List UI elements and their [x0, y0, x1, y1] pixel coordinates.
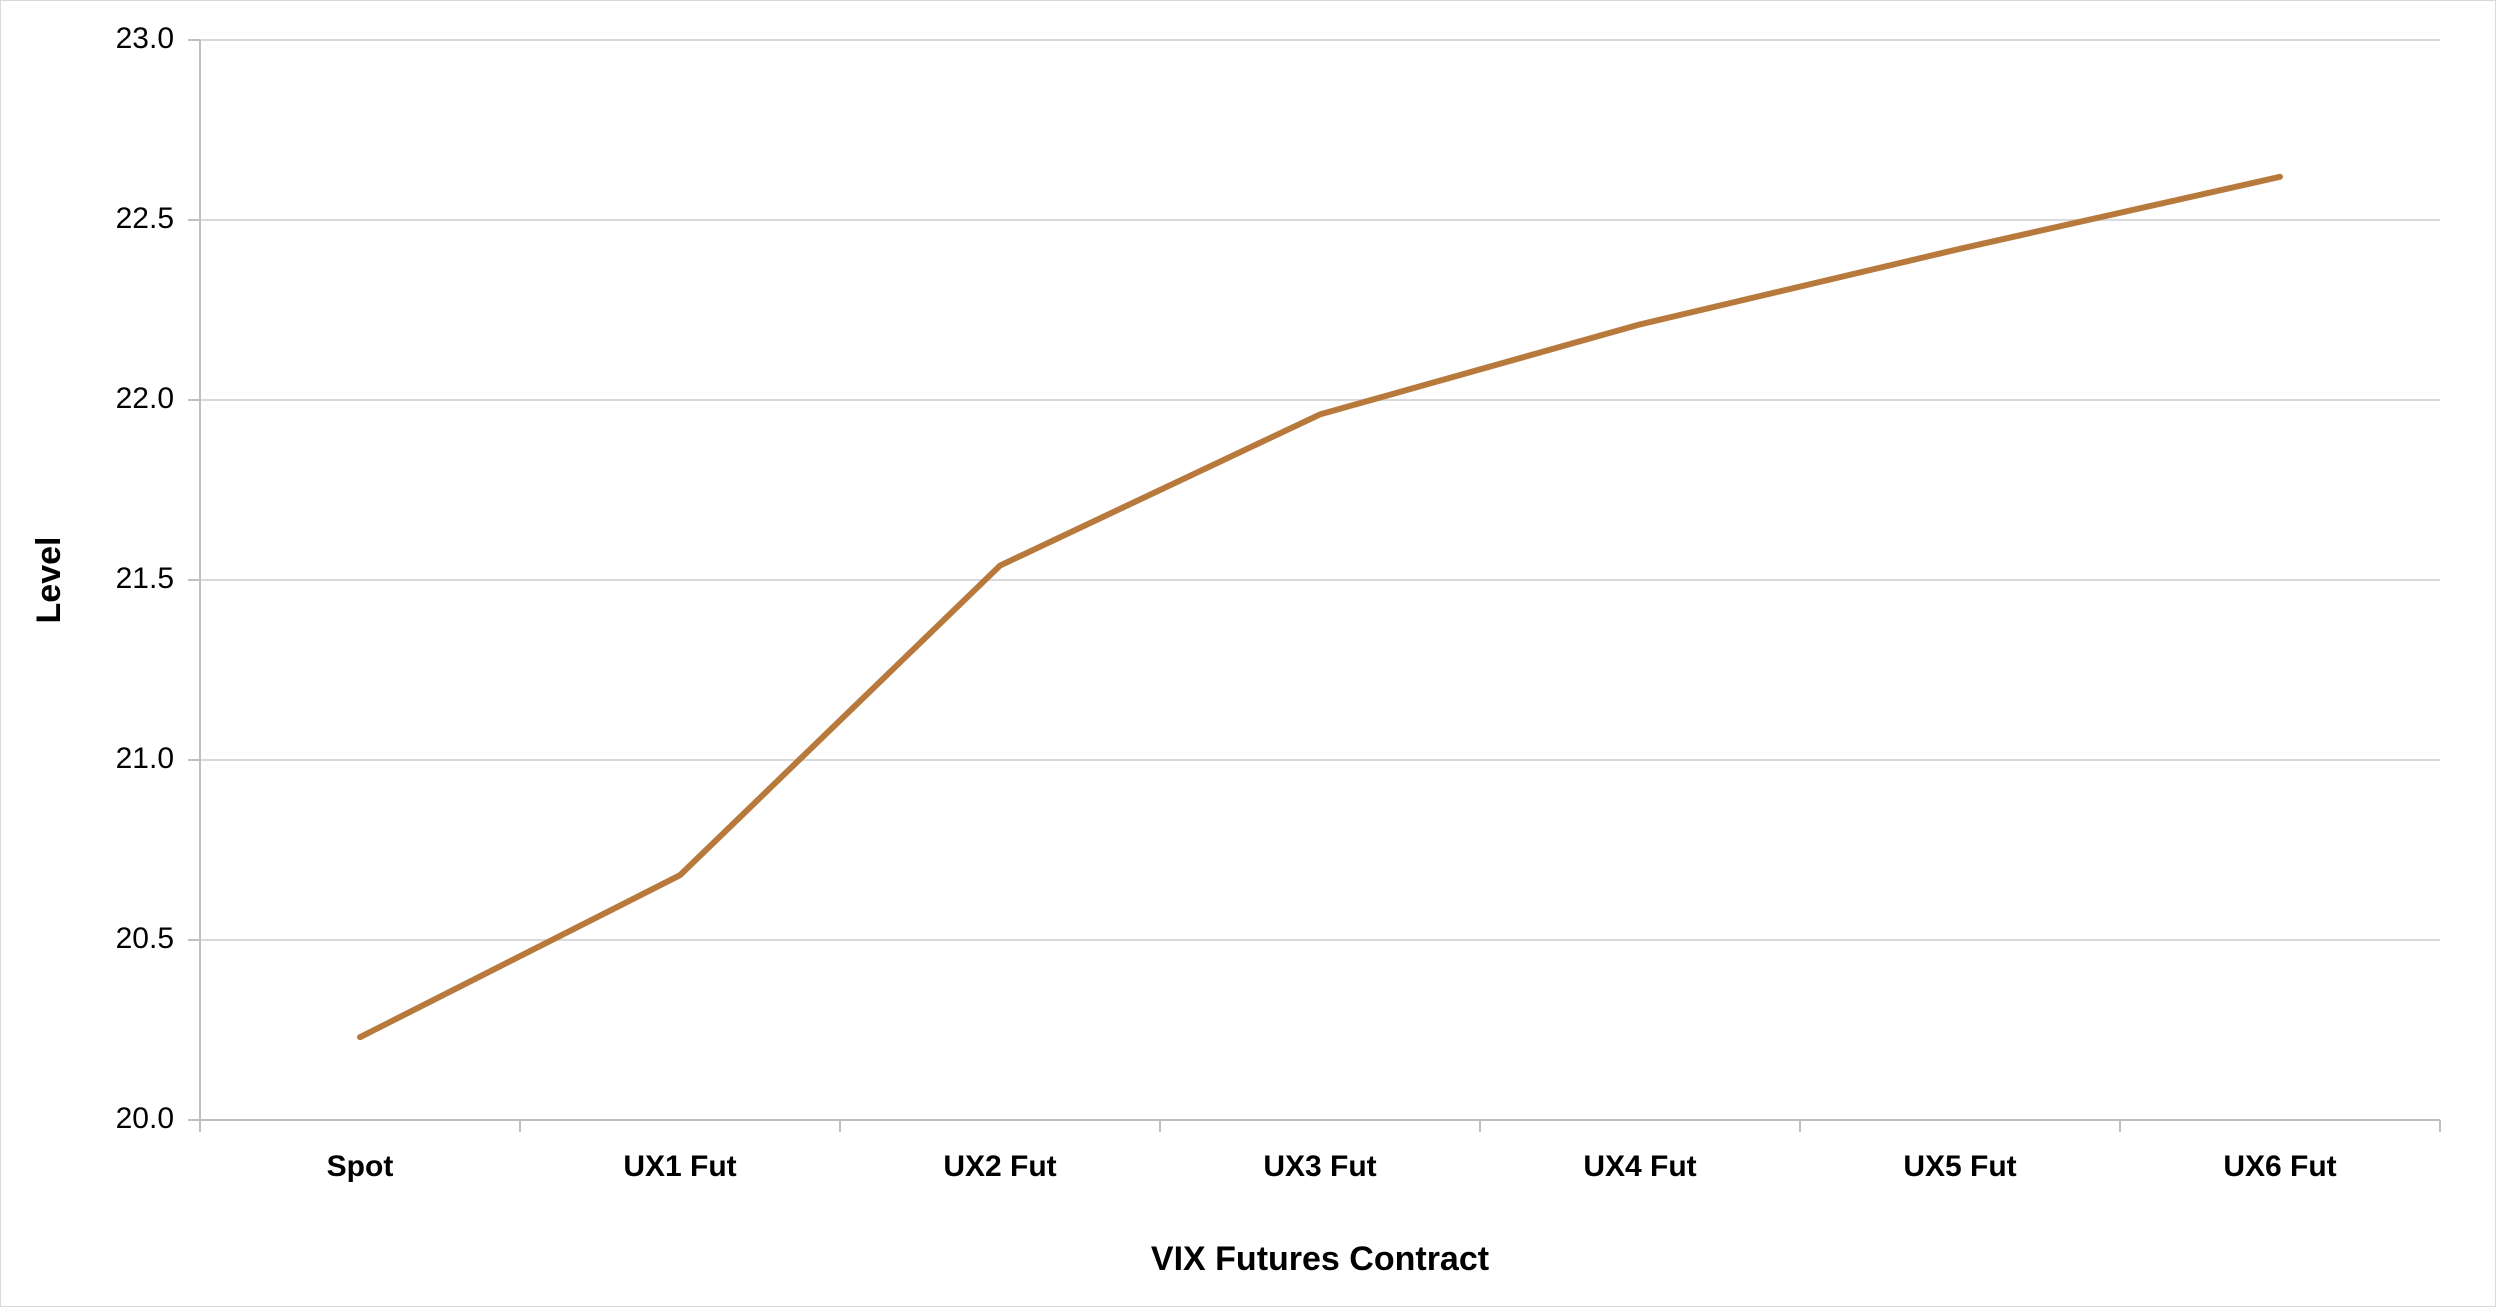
- chart-border: [0, 0, 2496, 1307]
- chart-container: 20.020.521.021.522.022.523.0SpotUX1 FutU…: [0, 0, 2496, 1307]
